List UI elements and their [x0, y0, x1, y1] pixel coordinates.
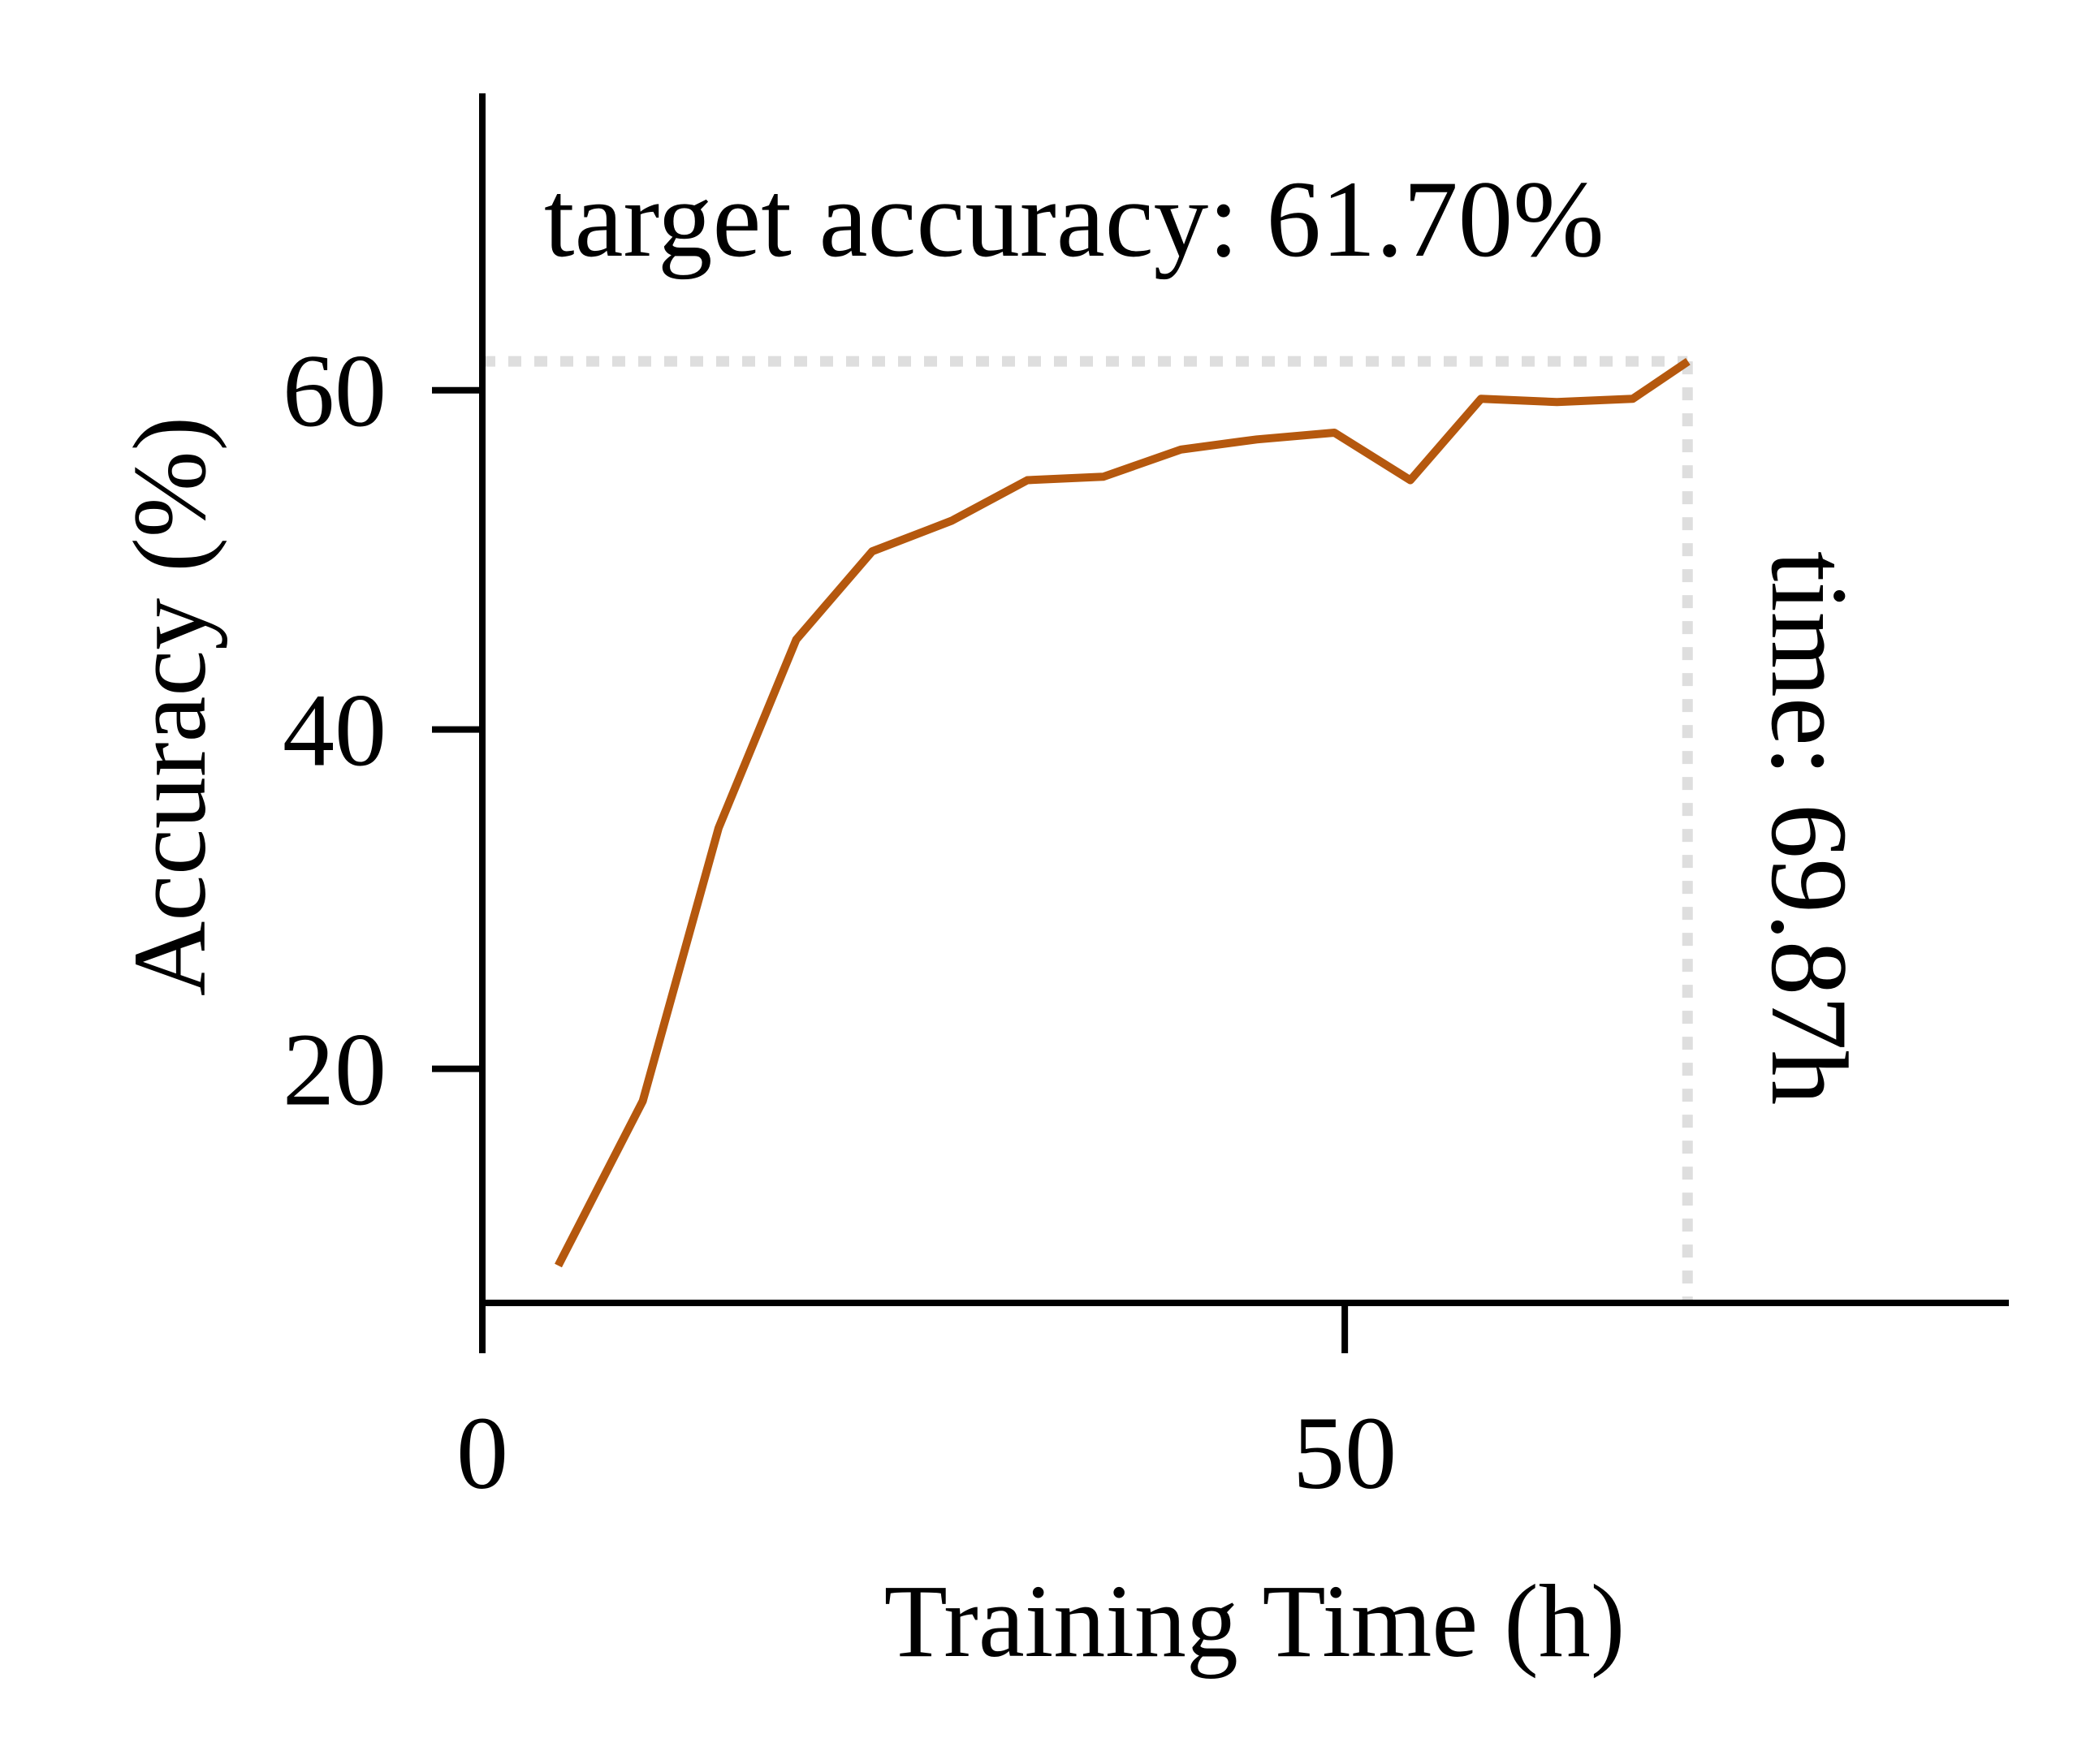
target-time-annotation: time: 69.87h [1748, 551, 1869, 1105]
x-axis-title: Training Time (h) [884, 1563, 1626, 1679]
y-tick-label-0: 20 [283, 1012, 387, 1128]
y-ticks: 20 40 60 [283, 334, 482, 1128]
x-tick-label-0: 0 [456, 1395, 508, 1511]
y-tick-label-2: 60 [283, 334, 387, 449]
accuracy-series-line [555, 358, 1691, 1268]
axes [479, 93, 2009, 1306]
target-accuracy-annotation: target accuracy: 61.70% [544, 159, 1604, 280]
y-axis-title: Accuracy (%) [112, 416, 227, 996]
x-tick-label-1: 50 [1293, 1395, 1397, 1511]
x-ticks: 0 50 [456, 1303, 1397, 1511]
target-reference-lines [482, 356, 1693, 1303]
y-tick-label-1: 40 [283, 673, 387, 788]
